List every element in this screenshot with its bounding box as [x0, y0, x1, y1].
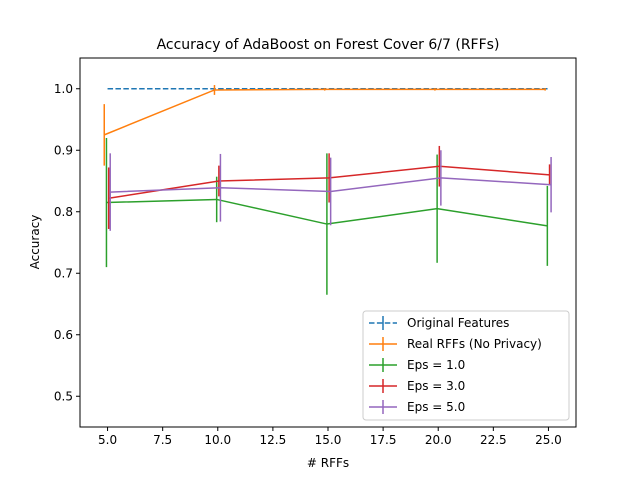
y-tick-label: 0.7 [54, 266, 73, 280]
legend-item: Eps = 1.0 [369, 358, 465, 372]
y-tick-label: 0.8 [54, 205, 73, 219]
chart-title: Accuracy of AdaBoost on Forest Cover 6/7… [157, 37, 500, 53]
legend-label: Original Features [407, 316, 509, 330]
legend-item: Eps = 5.0 [369, 400, 465, 414]
x-tick-label: 7.5 [153, 433, 172, 447]
x-tick-label: 5.0 [98, 433, 117, 447]
y-tick-label: 0.9 [54, 143, 73, 157]
legend-item: Original Features [369, 316, 509, 330]
x-tick-label: 17.5 [370, 433, 397, 447]
legend-box [362, 310, 570, 421]
legend-label: Eps = 5.0 [407, 400, 465, 414]
x-axis-label: # RFFs [307, 456, 349, 470]
legend-item: Real RFFs (No Privacy) [369, 337, 542, 351]
x-tick-label: 12.5 [260, 433, 287, 447]
series-layer [103, 85, 552, 295]
x-tick-label: 20.0 [425, 433, 452, 447]
x-tick-label: 25.0 [535, 433, 562, 447]
legend: Original Features Real RFFs (No Privacy) E… [362, 310, 570, 421]
y-tick-label: 1.0 [54, 82, 73, 96]
legend-item: Eps = 3.0 [369, 379, 465, 393]
x-axis: 5.0 7.5 10.0 12.5 15.0 17.5 20.0 22.5 25.0 [98, 427, 562, 447]
x-tick-label: 15.0 [315, 433, 342, 447]
series-eps-3-0 [107, 145, 551, 229]
x-tick-label: 22.5 [480, 433, 507, 447]
legend-label: Eps = 1.0 [407, 358, 465, 372]
legend-label: Eps = 3.0 [407, 379, 465, 393]
series-eps-5-0 [109, 150, 552, 231]
y-tick-label: 0.6 [54, 328, 73, 342]
y-axis-label: Accuracy [28, 215, 42, 270]
y-tick-label: 0.5 [54, 389, 73, 403]
y-axis: 0.5 0.6 0.7 0.8 0.9 1.0 [54, 82, 80, 403]
x-tick-label: 10.0 [204, 433, 231, 447]
series-eps-1-0 [105, 137, 549, 295]
axes-frame [79, 57, 577, 428]
legend-label: Real RFFs (No Privacy) [407, 337, 542, 351]
series-real-rffs-no-privacy [103, 85, 546, 166]
